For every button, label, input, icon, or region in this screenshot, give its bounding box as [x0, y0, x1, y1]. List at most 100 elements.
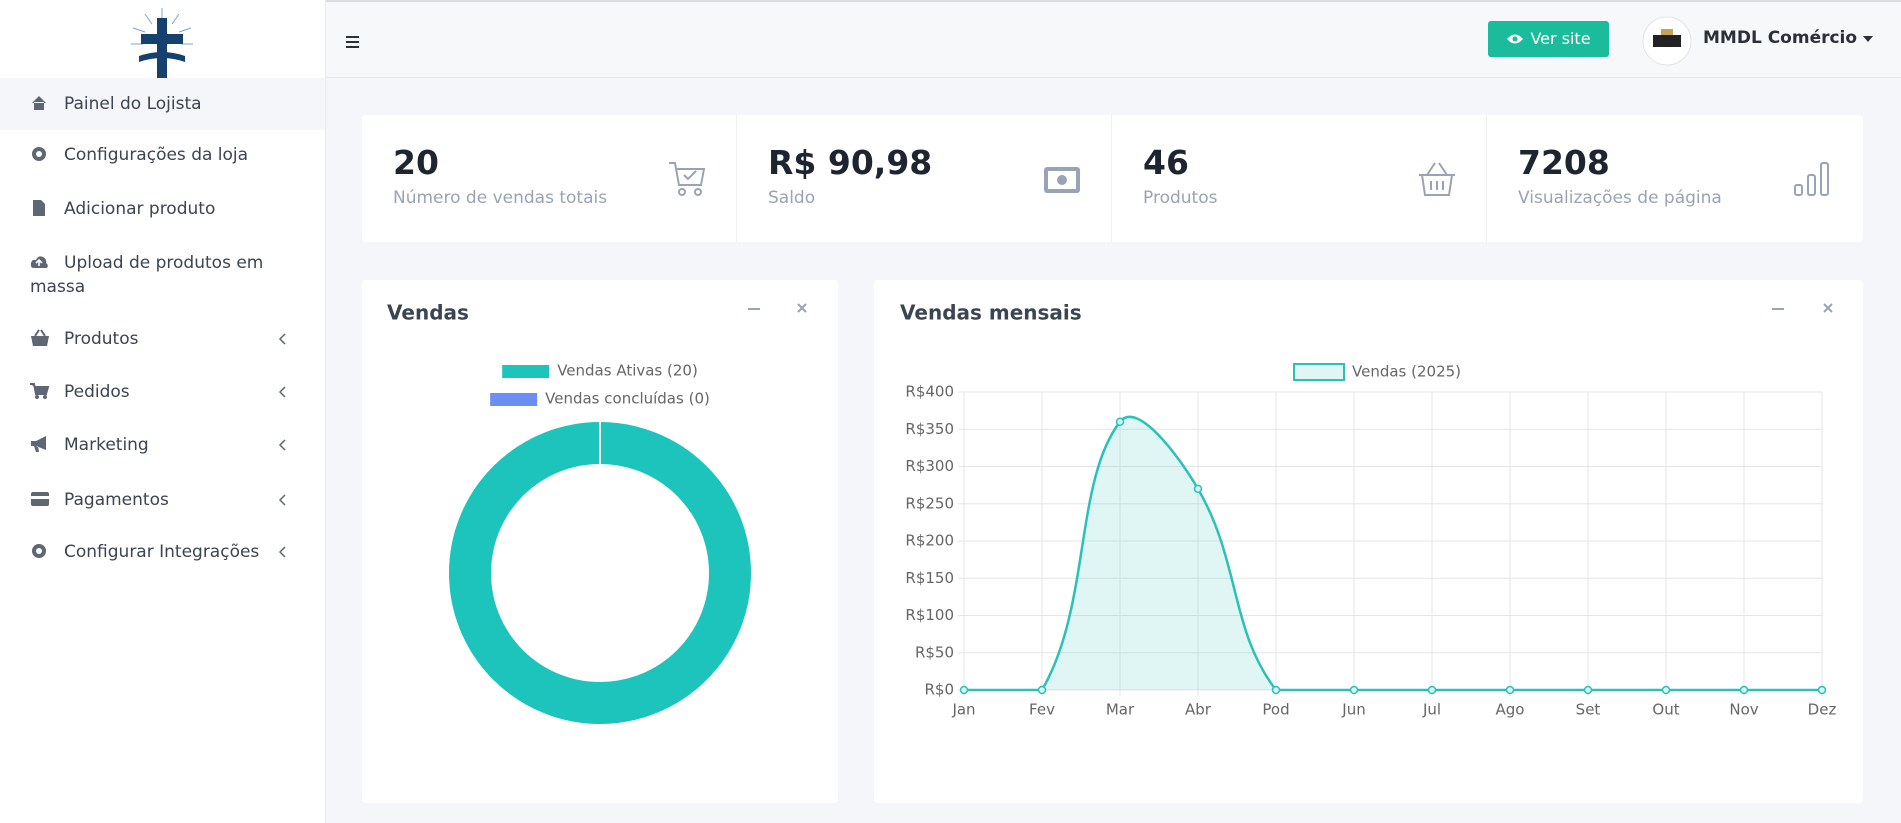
menu-label[interactable]: Configurar Integrações [64, 542, 260, 562]
menu-item[interactable]: Pedidos [0, 380, 325, 404]
menu-item[interactable]: Adicionar produto [0, 197, 325, 221]
y-tick-label: R$150 [905, 569, 954, 587]
menu-item[interactable]: Painel do Lojista [0, 78, 325, 130]
stat-label: Visualizações de página [1518, 188, 1722, 208]
donut-chart: Vendas Vendas Ativas (20) Vendas concluíd… [387, 301, 807, 727]
menu-item[interactable]: Configurações da loja [0, 143, 325, 167]
icon [31, 436, 46, 452]
stat-value: 46 [1143, 143, 1189, 182]
chevron [278, 333, 286, 345]
monthly-card: Vendas mensais R$0 R$50 R$100 R$150 R$200 R$2… [874, 280, 1863, 803]
y-tick-label: R$100 [905, 606, 954, 624]
logo [131, 8, 193, 78]
x-tick-label: Jul [1422, 701, 1441, 719]
money-icon [1044, 167, 1080, 193]
icon [33, 200, 45, 216]
x-tick-label: Ago [1496, 701, 1525, 719]
caret [1862, 36, 1873, 42]
y-tick-label: R$300 [905, 457, 954, 475]
sidebar: Painel do Lojista Configurações da loja … [0, 0, 326, 823]
stats-bar: 20 Número de vendas totais R$ 90,98 Saldo … [362, 115, 1863, 242]
menu-label[interactable]: Painel do Lojista [64, 94, 202, 114]
stat-card: 20 Número de vendas totais [362, 115, 737, 242]
menu-label[interactable]: Pagamentos [64, 490, 169, 510]
card-title: Vendas mensais [900, 301, 1082, 325]
icon [31, 329, 49, 346]
line-chart: Vendas mensais R$0 R$50 R$100 R$150 R$200 R$2… [900, 301, 1837, 719]
card-title: Vendas [387, 301, 469, 325]
sales-card: Vendas Vendas Ativas (20) Vendas concluíd… [362, 280, 838, 803]
point [1427, 685, 1437, 695]
x-tick-label: Abr [1185, 701, 1212, 719]
y-tick-label: R$250 [905, 494, 954, 512]
menu-label[interactable]: Adicionar produto [64, 199, 216, 219]
chevron [278, 386, 286, 398]
x-tick-label: Dez [1808, 701, 1837, 719]
point [1115, 417, 1125, 427]
bars-icon [1794, 162, 1829, 196]
icon [32, 544, 46, 558]
x-tick-label: Nov [1729, 701, 1758, 719]
menu-item[interactable]: Upload de produtos em massa [0, 251, 325, 299]
stat-card: 46 Produtos [1112, 115, 1487, 242]
menu-label[interactable]: Upload de produtos em massa [30, 253, 264, 297]
y-tick-label: R$350 [905, 420, 954, 438]
stat-card: 7208 Visualizações de página [1487, 115, 1862, 242]
eye-icon [1507, 34, 1524, 44]
stat-value: R$ 90,98 [768, 143, 933, 182]
area [964, 416, 1822, 690]
avatar[interactable] [1641, 15, 1693, 67]
point [1817, 685, 1827, 695]
icon [32, 147, 46, 161]
user-menu[interactable]: MMDL Comércio [1703, 28, 1873, 48]
donut-slice [447, 419, 753, 727]
menu-item[interactable]: Configurar Integrações [0, 540, 325, 564]
chevron [278, 439, 286, 451]
y-tick-label: R$0 [924, 681, 954, 699]
x-tick-label: Set [1576, 701, 1601, 719]
x-tick-label: Jan [951, 701, 975, 719]
view-site-button[interactable]: Ver site [1488, 21, 1609, 57]
stat-label: Produtos [1143, 188, 1218, 208]
close-button[interactable] [797, 303, 807, 313]
point [959, 685, 969, 695]
x-tick-label: Jun [1341, 701, 1365, 719]
point [1193, 484, 1203, 494]
legend-swatch [502, 365, 550, 378]
icon [31, 492, 49, 506]
point [1505, 685, 1515, 695]
chevron [278, 546, 286, 558]
close-button[interactable] [1823, 303, 1833, 313]
legend-swatch [490, 393, 538, 406]
x-tick-label: Out [1652, 701, 1679, 719]
menu-item[interactable]: Marketing [0, 433, 325, 457]
user-name[interactable]: MMDL Comércio [1703, 28, 1858, 48]
menu-label[interactable]: Pedidos [64, 382, 130, 402]
menu-item[interactable]: Pagamentos [0, 488, 325, 512]
x-tick-label: Mar [1106, 701, 1135, 719]
point [1349, 685, 1359, 695]
point [1583, 685, 1593, 695]
icon [32, 96, 46, 110]
y-tick-label: R$50 [915, 643, 954, 661]
menu-toggle[interactable] [345, 35, 361, 49]
stat-label: Número de vendas totais [393, 188, 608, 208]
y-tick-label: R$400 [905, 383, 954, 401]
legend-swatch [1293, 363, 1345, 381]
x-tick-label: Fev [1029, 701, 1055, 719]
point [1271, 685, 1281, 695]
stat-label: Saldo [768, 188, 816, 208]
point [1037, 685, 1047, 695]
point [1739, 685, 1749, 695]
button-label[interactable]: Ver site [1530, 29, 1591, 48]
x-tick-label: Pod [1262, 701, 1289, 719]
menu-label[interactable]: Configurações da loja [64, 145, 249, 165]
menu-label[interactable]: Marketing [64, 435, 149, 455]
menu-label[interactable]: Produtos [64, 329, 139, 349]
legend-label: Vendas concluídas (0) [545, 390, 710, 408]
menu-item[interactable]: Produtos [0, 327, 325, 351]
point [1661, 685, 1671, 695]
basket-icon [1419, 162, 1455, 196]
